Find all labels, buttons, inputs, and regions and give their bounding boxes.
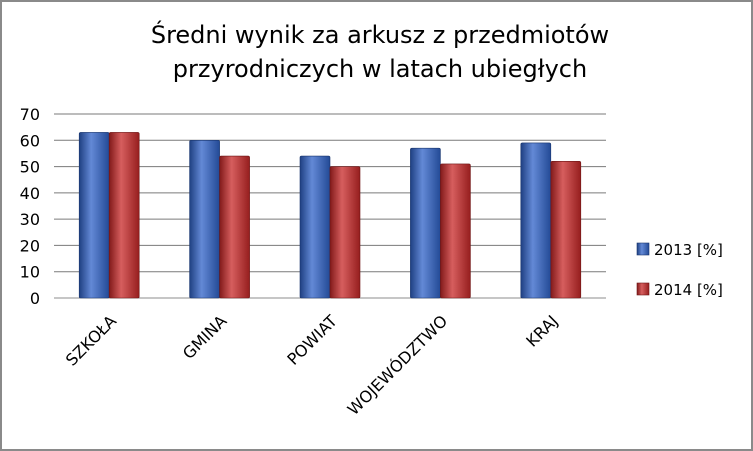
x-category-label: GMINA (179, 311, 231, 363)
y-tick-label: 10 (20, 263, 40, 282)
legend: 2013 [%] 2014 [%] (636, 241, 723, 299)
bar-kraj-1 (520, 142, 552, 299)
legend-label-2: 2014 [%] (654, 281, 723, 299)
x-category-label: WOJEWÓDZTWO (344, 311, 452, 419)
bar-gmina-2 (219, 155, 250, 299)
y-tick-label: 70 (20, 105, 40, 124)
y-tick-label: 50 (20, 158, 40, 177)
bar-szkoła-1 (78, 132, 110, 299)
bars (78, 132, 582, 299)
y-tick-label: 0 (30, 289, 40, 308)
bar-szkoła-2 (108, 132, 140, 299)
chart-title-line-1: Średni wynik za arkusz z przedmiotów (150, 21, 610, 49)
x-category-label: POWIAT (283, 311, 341, 369)
chart-title-line-2: przyrodniczych w latach ubiegłych (172, 55, 588, 83)
bar-powiat-2 (329, 166, 361, 299)
legend-label-1: 2013 [%] (654, 241, 723, 259)
x-axis-labels: SZKOŁA GMINA POWIAT WOJEWÓDZTWO KRAJ (62, 311, 562, 419)
bar-gmina-1 (189, 139, 220, 299)
y-tick-label: 30 (20, 210, 40, 229)
y-tick-label: 60 (20, 131, 40, 150)
legend-swatch-1 (636, 242, 650, 256)
x-category-label: SZKOŁA (62, 311, 120, 369)
y-tick-label: 20 (20, 236, 40, 255)
bar-kraj-2 (550, 161, 582, 299)
y-tick-label: 40 (20, 184, 40, 203)
y-axis-ticks: 0 10 20 30 40 50 60 70 (20, 105, 40, 308)
bar-województwo-1 (410, 147, 441, 299)
bar-powiat-1 (299, 155, 331, 299)
legend-swatch-2 (636, 282, 650, 296)
bar-województwo-2 (440, 163, 471, 299)
chart-title: Średni wynik za arkusz z przedmiotów prz… (100, 18, 660, 86)
x-category-label: KRAJ (522, 311, 561, 350)
